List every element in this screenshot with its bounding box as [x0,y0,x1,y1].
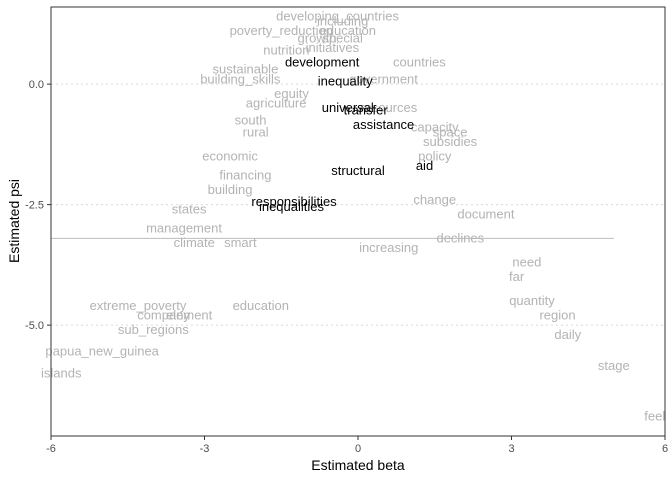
background-word-label: sustainable [213,62,279,77]
highlighted-word-label: universal [322,100,374,115]
background-word-label: subsidies [423,134,478,149]
background-word-label: government [349,71,418,86]
background-word-label: element [166,307,213,322]
x-tick-label: -6 [46,443,56,455]
highlighted-word-label: assistance [353,117,414,132]
background-word-label: papua_new_guinea [45,344,159,359]
x-tick-label: 0 [355,443,361,455]
background-word-label: increasing [359,240,418,255]
background-word-label: feel [644,409,665,424]
background-word-label: agriculture [246,95,307,110]
background-word-label: stage [598,358,630,373]
background-word-label: building [208,182,253,197]
background-word-label: growth [298,30,337,45]
background-word-label: document [457,206,514,221]
y-axis-title: Estimated psi [6,179,22,263]
background-word-label: islands [41,365,82,380]
y-tick-label: 0.0 [29,79,44,91]
background-word-label: need [512,254,541,269]
background-word-label: initiatives [306,40,360,55]
background-word-label: education [320,23,376,38]
panel-background [51,7,665,436]
y-tick-label: -5.0 [25,320,44,332]
background-word-label: smart [224,235,257,250]
highlighted-words: development inequality universaltransferas… [251,54,433,214]
background-word-label: poverty_reduction [230,23,333,38]
background-word-label: developing_countries [276,9,399,24]
background-word-label: region [539,307,575,322]
background-word-label: policy [418,148,452,163]
background-word-label: economic [202,148,258,163]
background-word-label: capacity [411,120,459,135]
background-word-label: resources [360,100,418,115]
background-word-label: education [233,298,289,313]
panel [51,7,665,436]
x-tick-label: 3 [508,443,514,455]
x-axis-title: Estimated beta [311,457,405,473]
background-word-label: change [413,192,456,207]
x-tick-label: -3 [200,443,210,455]
highlighted-word-label: responsibilities [251,194,337,209]
highlighted-word-label: inequality [318,74,373,89]
background-word-label: special [322,30,363,45]
y-tick-label: -2.5 [25,200,44,212]
background-word-label: daily [554,327,581,342]
background-word-label: equity [274,86,309,101]
background-word-label: management [146,221,222,236]
background-word-label: including [317,13,368,28]
x-tick-label: 6 [662,443,668,455]
background-word-label: states [172,201,207,216]
background-word-label: financing [219,168,271,183]
background-word-label: extreme_poverty [90,298,187,313]
background-word-label: quantity [509,293,555,308]
y-axis-ticks: 0.0 -2.5 -5.0 [25,79,51,332]
x-axis-ticks: -6 -3 0 3 6 [46,436,668,455]
background-word-label: building_skills [200,71,281,86]
highlighted-word-label: inequalities [259,199,325,214]
background-word-label: sub_regions [118,322,189,337]
background-word-label: countries [393,54,446,69]
highlighted-word-label: structural [331,163,385,178]
background-words: developing_countriesincludingpoverty_red… [41,9,665,424]
background-word-label: company [137,307,190,322]
gridlines [51,83,665,326]
background-word-label: far [509,269,525,284]
background-word-label: rural [243,124,269,139]
background-word-label: nutrition [263,42,309,57]
background-word-label: climate [174,235,215,250]
highlighted-word-label: aid [416,158,433,173]
highlighted-word-label: transfer [344,103,389,118]
background-word-label: declines [436,230,484,245]
background-word-label: space [433,124,468,139]
background-word-label: south [235,112,267,127]
highlighted-word-label: development [285,54,360,69]
